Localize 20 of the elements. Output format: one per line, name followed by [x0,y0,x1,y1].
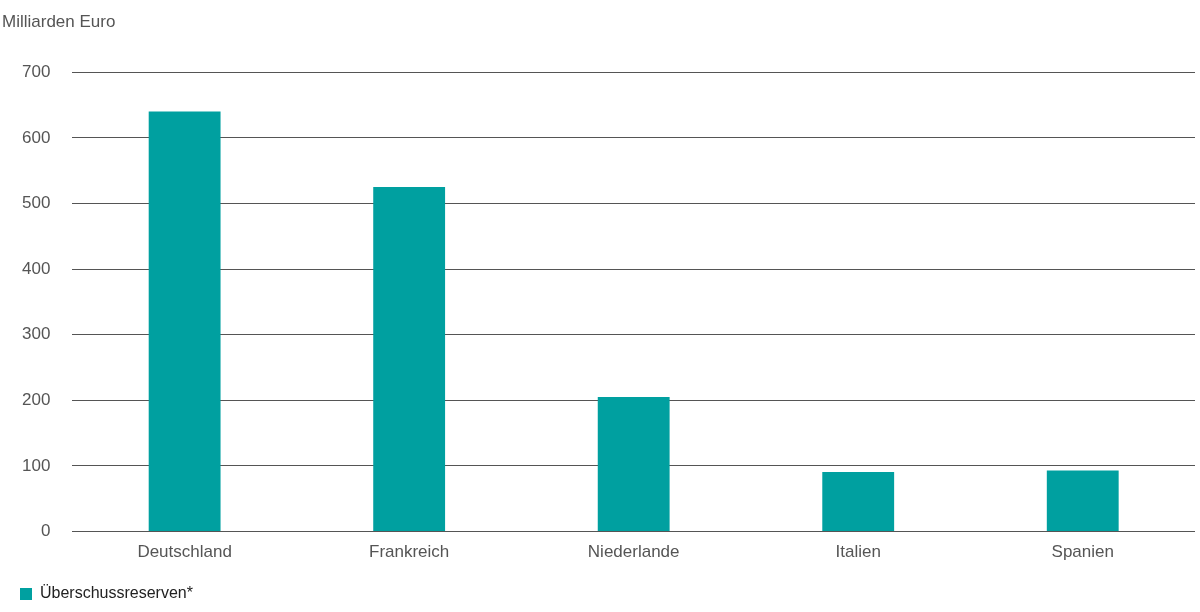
y-tick-label: 400 [21,258,51,278]
y-tick-label: 500 [21,193,51,213]
bar [597,397,670,532]
x-tick-label: Italien [835,542,881,562]
bar [148,111,221,532]
y-tick-label: 600 [21,127,51,147]
y-tick-label: 100 [21,455,51,475]
y-axis-title: Milliarden Euro [2,12,116,32]
x-tick-label: Frankreich [369,542,450,562]
bar [822,471,895,532]
y-tick-label: 200 [21,390,51,410]
bar [1046,470,1119,532]
x-tick-label: Spanien [1051,542,1114,562]
y-tick-label: 0 [40,521,51,541]
x-tick-label: Deutschland [137,542,232,562]
y-tick-label: 700 [21,61,51,81]
x-tick-label: Niederlande [587,542,680,562]
y-tick-label: 300 [21,324,51,344]
legend-label: Überschussreserven* [40,584,193,602]
bar [373,187,446,532]
